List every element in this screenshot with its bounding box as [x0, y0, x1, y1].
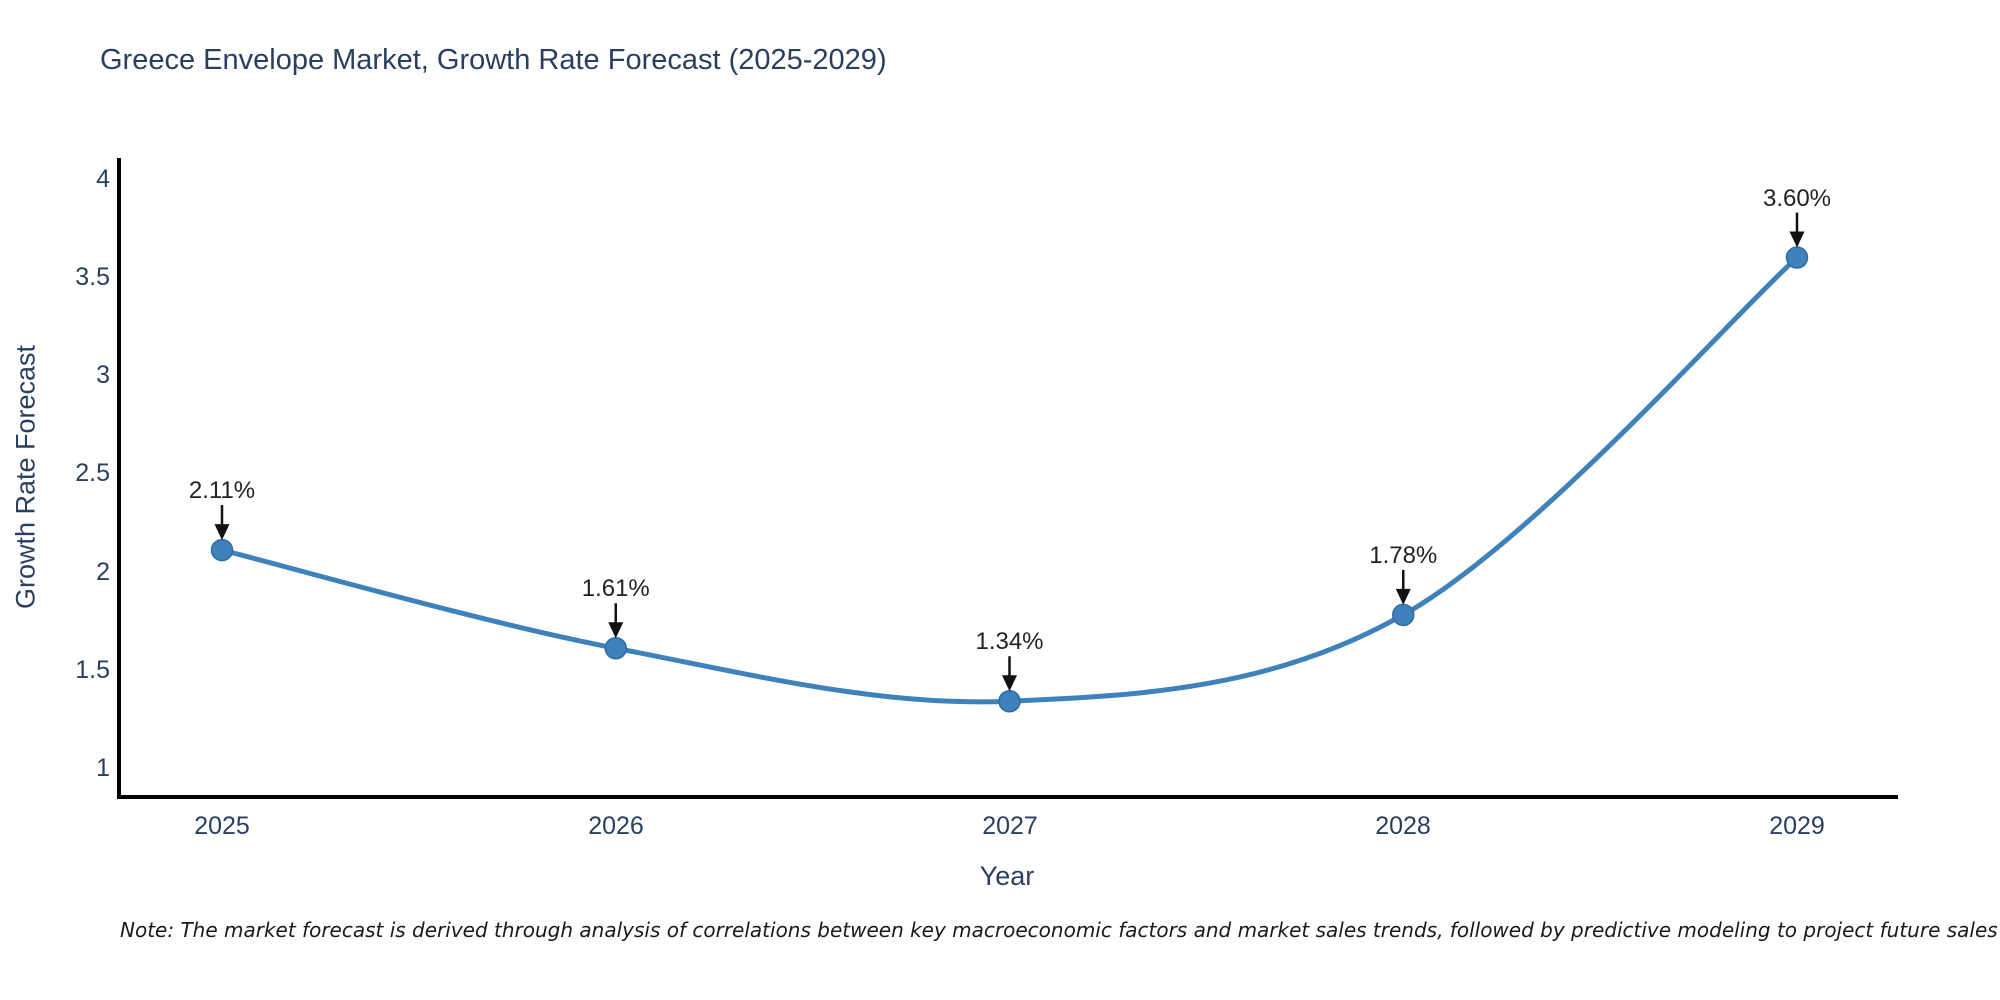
annotation-arrowhead-icon [1002, 675, 1017, 692]
y-tick-label: 2.5 [75, 459, 110, 487]
y-tick-label: 2 [96, 558, 110, 586]
data-point-marker [998, 689, 1021, 713]
annotation-arrowhead-icon [1395, 588, 1411, 605]
data-point-marker [604, 636, 627, 660]
point-annotation: 3.60% [1762, 184, 1832, 212]
point-annotation: 1.61% [581, 575, 650, 603]
y-tick-label: 4 [96, 165, 110, 193]
y-tick-label: 3.5 [75, 263, 110, 291]
annotation-arrowhead-icon [608, 622, 624, 639]
x-tick-label: 2025 [194, 812, 250, 840]
chart-title: Greece Envelope Market, Growth Rate Fore… [100, 44, 887, 76]
y-tick-label: 1 [96, 754, 110, 782]
point-annotation: 2.11% [188, 477, 256, 505]
y-tick-label: 3 [96, 361, 110, 389]
x-tick-label: 2026 [588, 812, 644, 840]
data-point-marker [210, 538, 234, 562]
x-tick-label: 2028 [1375, 812, 1431, 840]
x-axis-title: Year [979, 861, 1035, 891]
annotation-arrowhead-icon [1789, 231, 1805, 248]
y-axis-title: Growth Rate Forecast [10, 344, 41, 610]
x-tick-label: 2029 [1769, 812, 1825, 840]
annotation-arrowhead-icon [214, 524, 230, 541]
footnote: Note: The market forecast is derived thr… [120, 918, 1998, 942]
point-annotation: 1.78% [1369, 541, 1438, 569]
x-tick-label: 2027 [982, 812, 1038, 840]
data-point-marker [1785, 246, 1809, 269]
point-annotation: 1.34% [975, 628, 1044, 656]
y-tick-label: 1.5 [75, 656, 110, 684]
data-point-marker [1392, 603, 1415, 627]
